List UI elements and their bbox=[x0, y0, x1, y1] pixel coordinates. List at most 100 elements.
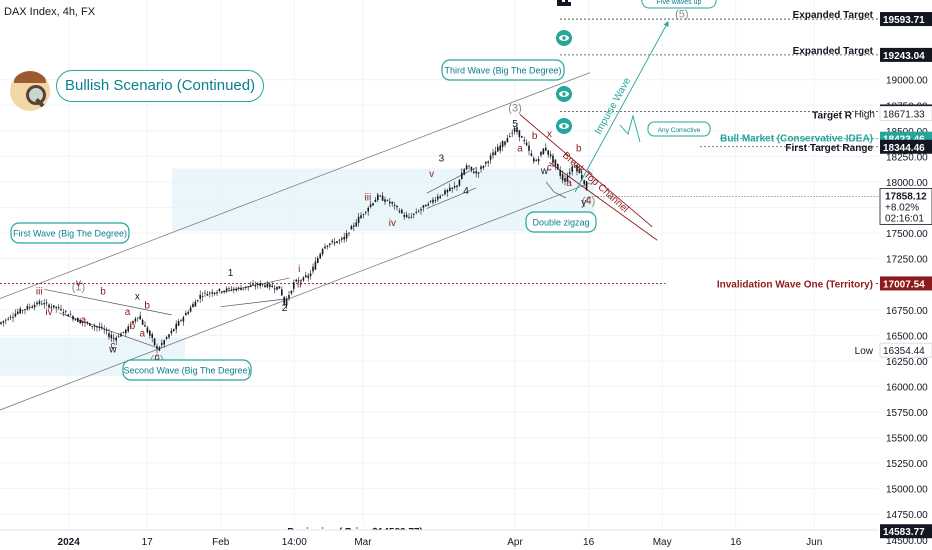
wave-label: a bbox=[139, 328, 145, 339]
candle-body bbox=[578, 169, 581, 174]
candle-body bbox=[137, 317, 139, 319]
candle-body bbox=[353, 225, 355, 227]
y-tick-label: 15500.00 bbox=[886, 434, 928, 445]
candle-body bbox=[242, 288, 245, 290]
candle-body bbox=[566, 176, 569, 182]
candle-body bbox=[571, 166, 573, 172]
x-tick-label: 16 bbox=[730, 537, 742, 548]
wave-label: a bbox=[81, 315, 87, 326]
wave-label: a bbox=[566, 178, 572, 189]
candle-body bbox=[189, 307, 192, 312]
svg-text:Second Wave (Big The Degree): Second Wave (Big The Degree) bbox=[123, 366, 250, 376]
wave-label: (1) bbox=[72, 281, 85, 293]
candle-body bbox=[465, 165, 468, 170]
candle-body bbox=[7, 318, 9, 320]
candle-body bbox=[583, 180, 585, 184]
candle-body bbox=[521, 136, 523, 138]
candle-body bbox=[547, 150, 549, 155]
candle-body bbox=[477, 172, 480, 174]
candle-body bbox=[153, 338, 156, 346]
candle-body bbox=[360, 215, 362, 219]
candle-body bbox=[53, 305, 55, 308]
channel-lower-line bbox=[0, 182, 591, 411]
level-label: Expanded Target bbox=[793, 46, 874, 57]
svg-text:Any Corrective: Any Corrective bbox=[658, 127, 701, 134]
level-label: Bull Market (Conservative IDEA) bbox=[720, 134, 873, 145]
candle-body bbox=[446, 190, 449, 193]
candle-body bbox=[528, 145, 530, 151]
candle-body bbox=[237, 287, 240, 289]
candle-body bbox=[559, 170, 561, 176]
candle-body bbox=[511, 132, 513, 134]
wedge-line bbox=[220, 298, 290, 308]
candle-body bbox=[319, 253, 321, 259]
candle-body bbox=[45, 302, 48, 304]
candle-body bbox=[192, 303, 194, 308]
level-label: Invalidation Wave One (Territory) bbox=[717, 279, 873, 290]
price-box: 19243.04 bbox=[880, 47, 932, 62]
candle-body bbox=[43, 303, 45, 305]
candle-body bbox=[266, 283, 269, 288]
eye-icon[interactable] bbox=[556, 118, 572, 134]
candle-body bbox=[33, 304, 36, 308]
current-price-box: 17858.12+8.02%02:16:01 bbox=[879, 188, 932, 225]
candle-body bbox=[506, 138, 509, 143]
wave-label: y bbox=[581, 197, 586, 208]
candle-body bbox=[247, 286, 249, 288]
level-label: High bbox=[854, 109, 875, 120]
candle-body bbox=[225, 288, 228, 291]
x-tick-label: 17 bbox=[142, 537, 154, 548]
y-tick-label: 16750.00 bbox=[886, 306, 928, 317]
candle-body bbox=[122, 331, 125, 333]
candle-body bbox=[93, 325, 96, 327]
candle-body bbox=[204, 292, 206, 294]
wave-label: x bbox=[135, 292, 140, 303]
candle-body bbox=[413, 213, 415, 215]
candle-body bbox=[84, 322, 86, 324]
svg-text:19593.71: 19593.71 bbox=[883, 15, 925, 26]
wave-label: iv bbox=[45, 307, 52, 318]
wave-label: c bbox=[547, 163, 552, 174]
candle-body bbox=[79, 320, 81, 324]
candle-body bbox=[410, 216, 413, 218]
candle-body bbox=[537, 158, 540, 162]
candle-body bbox=[0, 322, 2, 324]
candle-body bbox=[223, 290, 225, 292]
price-box: 18671.33 bbox=[879, 105, 932, 121]
candle-body bbox=[257, 283, 259, 286]
candle-body bbox=[365, 211, 367, 213]
eye-icon[interactable] bbox=[556, 86, 572, 102]
candle-body bbox=[377, 194, 379, 201]
x-tick-label: 16 bbox=[583, 537, 595, 548]
candle-body bbox=[451, 187, 453, 189]
candle-body bbox=[288, 295, 290, 298]
candle-body bbox=[379, 195, 381, 197]
candle-body bbox=[576, 164, 578, 172]
candle-body bbox=[264, 285, 266, 287]
wave-label: c bbox=[110, 341, 115, 352]
candle-body bbox=[312, 266, 314, 272]
wave-label: c bbox=[586, 194, 591, 205]
candle-body bbox=[74, 319, 77, 321]
channel-upper-line bbox=[0, 72, 591, 299]
candle-body bbox=[125, 329, 127, 334]
candle-body bbox=[197, 300, 199, 302]
eye-icon[interactable] bbox=[556, 30, 572, 46]
price-box: 17007.54 bbox=[880, 276, 932, 291]
candle-body bbox=[324, 246, 326, 249]
callout-third-wave: Third Wave (Big The Degree) bbox=[441, 59, 565, 81]
candle-body bbox=[530, 153, 533, 156]
y-axis-area bbox=[880, 0, 932, 550]
candle-body bbox=[168, 334, 170, 338]
candle-body bbox=[259, 283, 261, 287]
candle-body bbox=[494, 151, 497, 156]
candle-body bbox=[513, 127, 516, 132]
candle-body bbox=[216, 292, 218, 294]
candle-body bbox=[403, 215, 405, 217]
wave-label: 3 bbox=[439, 154, 445, 165]
candle-body bbox=[65, 310, 67, 312]
candle-body bbox=[139, 315, 141, 320]
candle-body bbox=[345, 233, 348, 239]
wave-label: i bbox=[298, 264, 300, 275]
